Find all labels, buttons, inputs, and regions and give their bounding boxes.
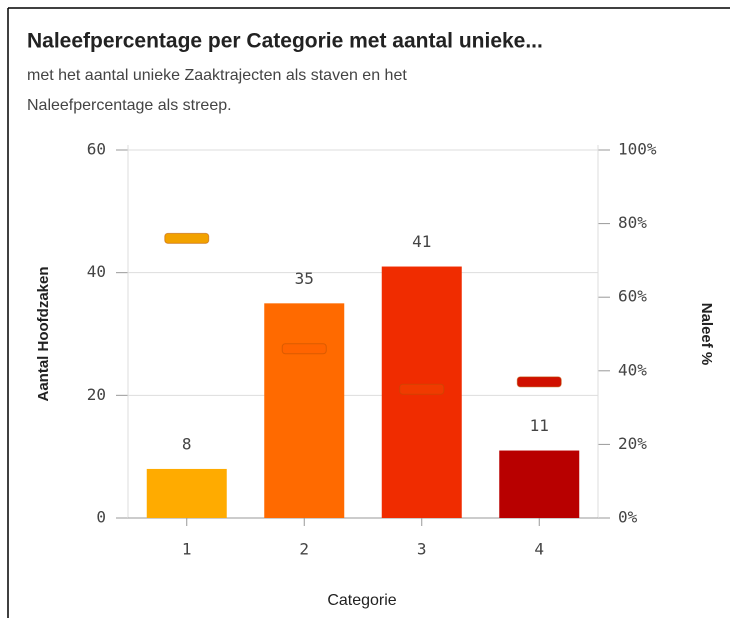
bar xyxy=(146,468,227,518)
y-tick-label: 0 xyxy=(96,508,106,527)
bar xyxy=(264,303,345,518)
chart-subtitle: met het aantal unieke Zaaktrajecten als … xyxy=(27,67,407,84)
marker xyxy=(281,343,327,355)
x-tick-label: 4 xyxy=(534,540,544,559)
y2-axis-title: Naleef % xyxy=(698,303,715,366)
y-tick-label: 60 xyxy=(87,140,106,159)
y2-tick-label: 20% xyxy=(618,434,647,453)
y-tick-label: 20 xyxy=(87,385,106,404)
x-tick-label: 2 xyxy=(299,540,309,559)
y-tick-label: 40 xyxy=(87,262,106,281)
x-axis-title: Categorie xyxy=(327,592,396,609)
chart-title: Naleefpercentage per Categorie met aanta… xyxy=(27,30,543,53)
marker xyxy=(164,232,210,244)
data-label: 11 xyxy=(530,416,549,435)
y2-tick-label: 0% xyxy=(618,508,638,527)
data-label: 8 xyxy=(182,434,192,453)
y2-tick-label: 80% xyxy=(618,213,647,232)
x-tick-label: 1 xyxy=(182,540,192,559)
y-axis-title: Aantal Hoofdzaken xyxy=(35,266,52,401)
chart-subtitle: Naleefpercentage als streep. xyxy=(27,97,232,114)
data-label: 41 xyxy=(412,232,431,251)
y2-tick-label: 100% xyxy=(618,140,657,159)
marker xyxy=(399,383,445,395)
marker xyxy=(516,376,562,388)
y2-tick-label: 40% xyxy=(618,360,647,379)
x-tick-label: 3 xyxy=(417,540,427,559)
bar xyxy=(499,450,580,518)
y2-tick-label: 60% xyxy=(618,287,647,306)
data-label: 35 xyxy=(295,269,314,288)
